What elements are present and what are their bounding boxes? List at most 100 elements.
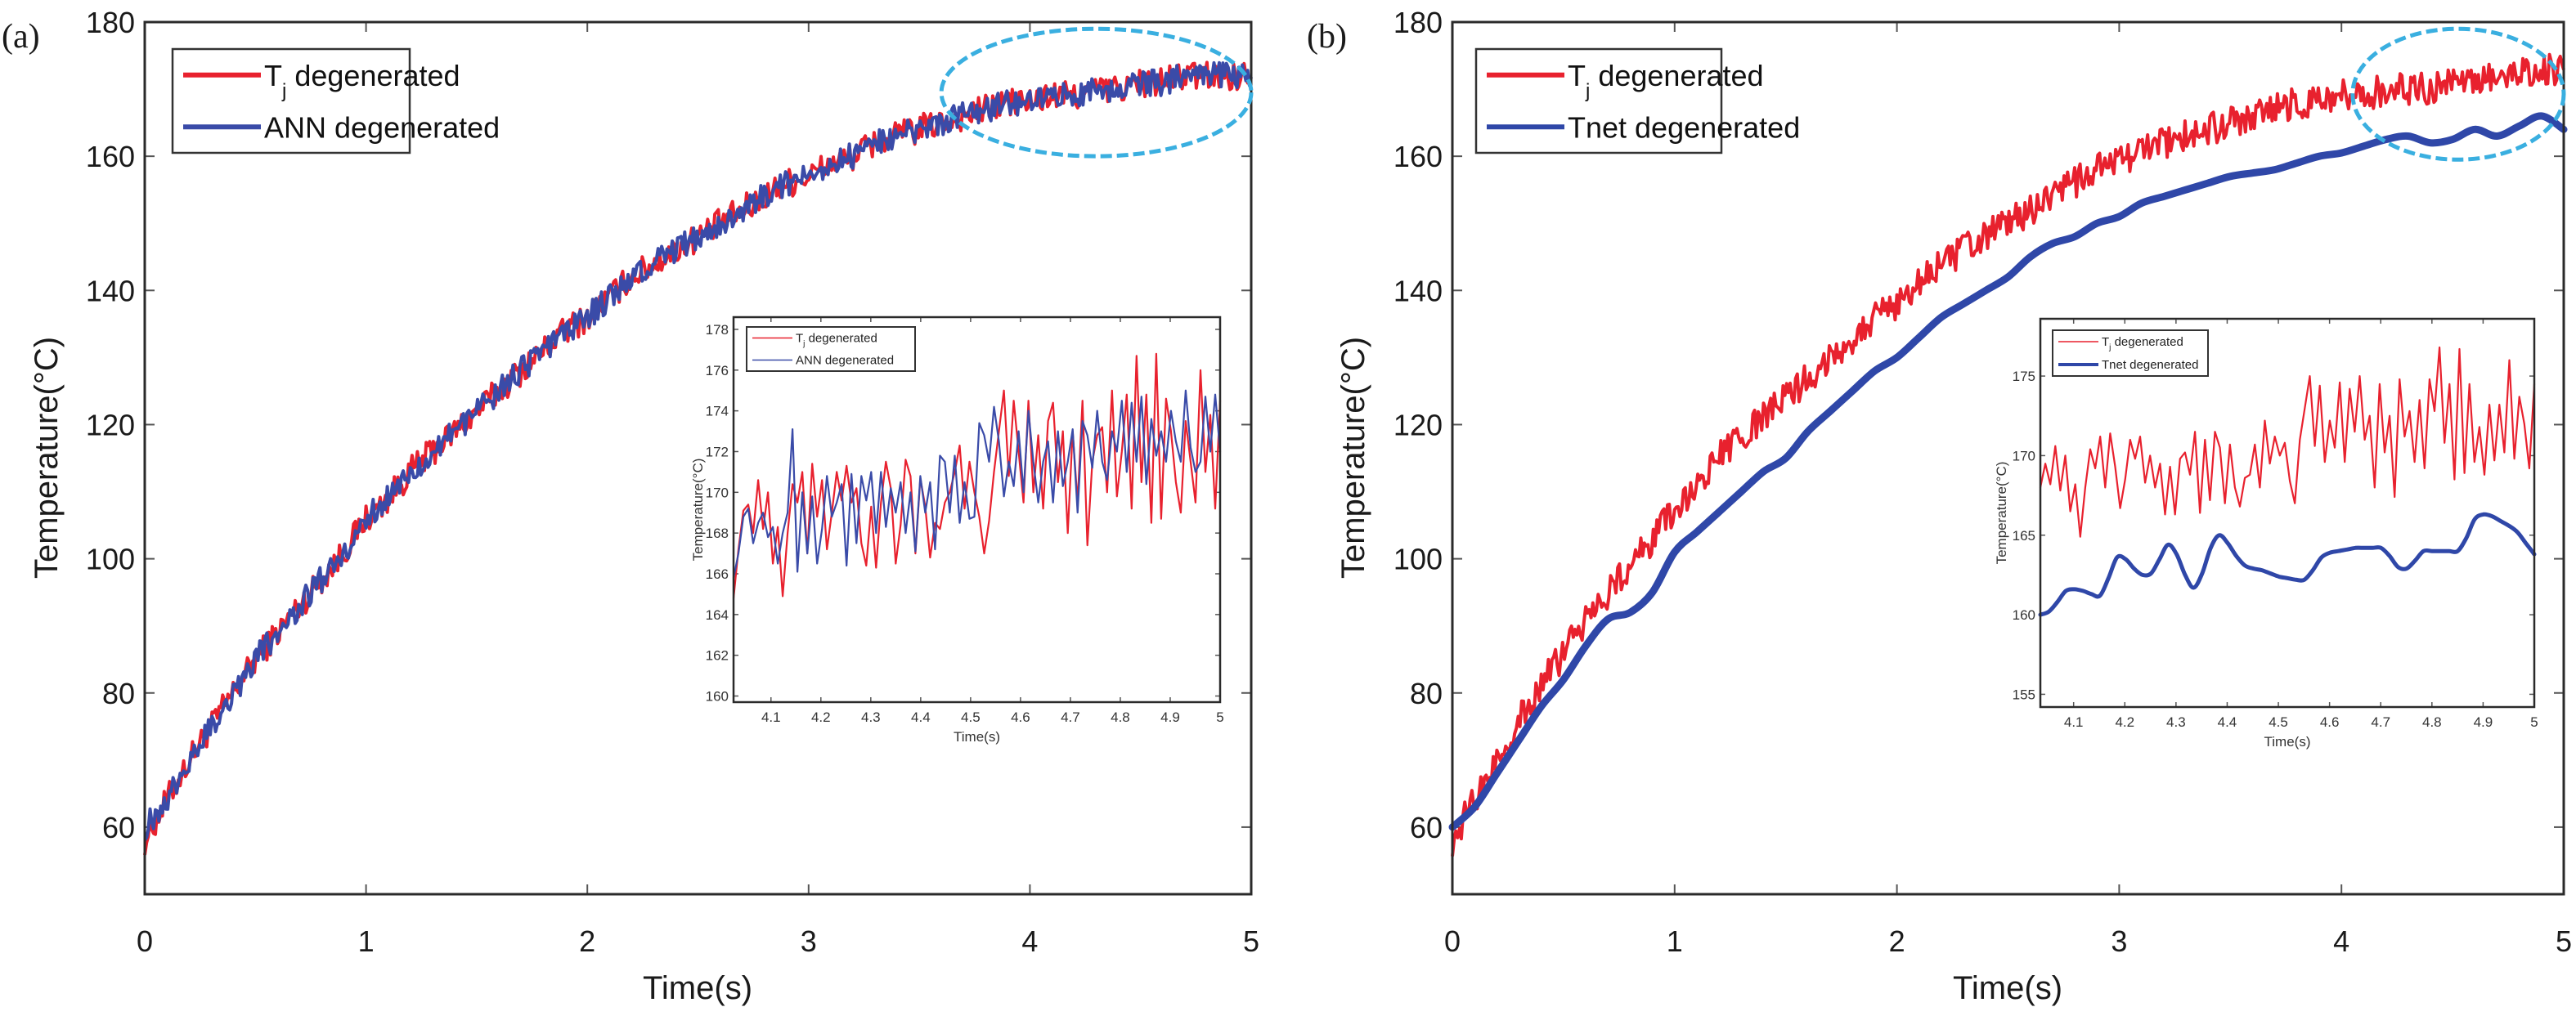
y-tick-label: 180 — [1393, 6, 1443, 39]
inset-plot-a: 4.1 4.2 4.3 4.4 4.5 4.6 4.7 4.8 4.9 5 160 162 164 166… — [690, 316, 1224, 745]
x-tick-label: 4.3 — [861, 709, 881, 725]
panel-label-b: (b) — [1307, 18, 1347, 56]
series-line-ann — [143, 60, 1253, 842]
legend-label-tnet: Tnet degenerated — [1568, 110, 1800, 144]
plot-frame — [1451, 20, 2565, 896]
y-tick-label: 100 — [1393, 543, 1443, 576]
x-tick-label: 4 — [2333, 924, 2349, 958]
x-tick-label: 4.1 — [761, 709, 781, 725]
x-tick-label: 1 — [1667, 924, 1683, 958]
inset-series-line-tj — [2039, 346, 2536, 538]
x-tick-label: 4.9 — [2474, 714, 2493, 730]
y-tick-label: 60 — [102, 811, 135, 844]
y-tick-label: 166 — [706, 566, 729, 582]
plot-frame — [143, 20, 1253, 896]
y-tick-label: 176 — [706, 363, 729, 378]
legend-label-tj: Tj degenerated — [1568, 59, 1764, 102]
legend-b: Tj degenerated Tnet degenerated — [1474, 47, 1800, 154]
y-tick-label: 120 — [1393, 408, 1443, 441]
x-tick-label: 4.4 — [2218, 714, 2237, 730]
inset-series-line-ann — [732, 389, 1222, 580]
x-tick-label: 5 — [2530, 714, 2538, 730]
x-tick-label: 5 — [2556, 924, 2572, 958]
x-tick-label: 3 — [2111, 924, 2127, 958]
y-tick-label: 80 — [102, 677, 135, 710]
x-tick-label: 4.6 — [1011, 709, 1030, 725]
y-tick-label: 165 — [2013, 528, 2035, 544]
x-tick-label: 4.2 — [2115, 714, 2134, 730]
highlight-ellipse — [2350, 26, 2566, 162]
y-axis-label-a: Temperature(°C) — [29, 337, 65, 579]
x-tick-label: 4.7 — [2371, 714, 2390, 730]
y-tick-label: 160 — [2013, 607, 2035, 623]
y-tick-label: 140 — [1393, 274, 1443, 307]
x-axis-label-a: Time(s) — [643, 970, 752, 1006]
x-tick-label: 4.1 — [2064, 714, 2084, 730]
y-tick-label: 170 — [2013, 448, 2035, 463]
legend-label-tnet: Tnet degenerated — [2102, 358, 2198, 372]
inset-plot-b: 4.1 4.2 4.3 4.4 4.5 4.6 4.7 4.8 4.9 5 155 160 165 170… — [1994, 317, 2538, 750]
y-tick-label: 160 — [1393, 140, 1443, 173]
y-tick-label: 100 — [86, 543, 135, 576]
panel-a: (a) 0 1 2 3 4 5 60 80 100 120 140 160 180 Time(s) Te… — [2, 6, 1259, 1006]
plot-area — [2040, 319, 2534, 707]
legend-label-tj: Tj degenerated — [2102, 335, 2183, 352]
legend-label-tj: Tj degenerated — [264, 59, 460, 102]
x-tick-label: 4.7 — [1061, 709, 1080, 725]
inset-series-line-tnet — [2038, 512, 2537, 617]
legend-label-ann: ANN degenerated — [796, 354, 894, 368]
legend-box — [746, 326, 916, 372]
x-tick-label: 4.5 — [2269, 714, 2288, 730]
highlight-ellipse — [939, 26, 1254, 159]
x-tick-label: 4.9 — [1160, 709, 1180, 725]
y-tick-label: 170 — [706, 485, 729, 500]
y-tick-label: 180 — [86, 6, 135, 39]
x-tick-label: 2 — [579, 924, 595, 958]
y-tick-label: 155 — [2013, 687, 2035, 702]
x-tick-label: 0 — [1444, 924, 1461, 958]
x-tick-label: 1 — [358, 924, 375, 958]
x-tick-label: 2 — [1889, 924, 1905, 958]
x-tick-label: 4.2 — [811, 709, 831, 725]
inset-y-axis-label: Temperature(°C) — [690, 459, 706, 562]
panel-label-a: (a) — [2, 18, 40, 56]
legend-box — [1474, 47, 1723, 154]
x-tick-label: 4.8 — [2422, 714, 2442, 730]
series-line-tnet — [1448, 112, 2568, 831]
plot-frame — [732, 316, 1222, 704]
x-tick-label: 0 — [137, 924, 153, 958]
panel-b: (b) 0 1 2 3 4 5 60 80 100 120 140 160 180 Time(s) Te… — [1307, 6, 2572, 1006]
legend-label-tj: Tj degenerated — [796, 332, 877, 349]
x-tick-label: 4.6 — [2320, 714, 2340, 730]
x-tick-label: 4.5 — [961, 709, 981, 725]
x-tick-label: 5 — [1216, 709, 1223, 725]
plot-frame — [2039, 317, 2536, 709]
y-tick-label: 168 — [706, 526, 729, 541]
legend-box — [171, 47, 411, 154]
legend-label-ann: ANN degenerated — [264, 110, 500, 144]
inset-x-axis-label: Time(s) — [2264, 734, 2311, 750]
x-tick-label: 4 — [1021, 924, 1038, 958]
y-axis-label-b: Temperature(°C) — [1335, 337, 1371, 579]
x-axis-label-b: Time(s) — [1953, 970, 2062, 1006]
x-tick-label: 3 — [801, 924, 817, 958]
inset-x-axis-label: Time(s) — [954, 729, 1000, 745]
y-tick-label: 120 — [86, 408, 135, 441]
plot-area — [734, 317, 1220, 702]
x-tick-label: 4.4 — [911, 709, 931, 725]
y-tick-label: 174 — [706, 404, 729, 419]
x-tick-label: 4.8 — [1111, 709, 1130, 725]
x-tick-label: 5 — [1243, 924, 1259, 958]
x-tick-label: 4.3 — [2166, 714, 2186, 730]
series-line-tj — [1451, 52, 2565, 857]
y-tick-label: 60 — [1410, 811, 1443, 844]
y-tick-label: 160 — [86, 140, 135, 173]
y-tick-label: 175 — [2013, 369, 2035, 384]
y-tick-label: 162 — [706, 648, 729, 664]
inset-y-axis-label: Temperature(°C) — [1994, 462, 2009, 565]
legend-box — [2052, 329, 2209, 377]
y-tick-label: 164 — [706, 607, 729, 623]
y-tick-label: 172 — [706, 444, 729, 459]
y-tick-label: 140 — [86, 274, 135, 307]
